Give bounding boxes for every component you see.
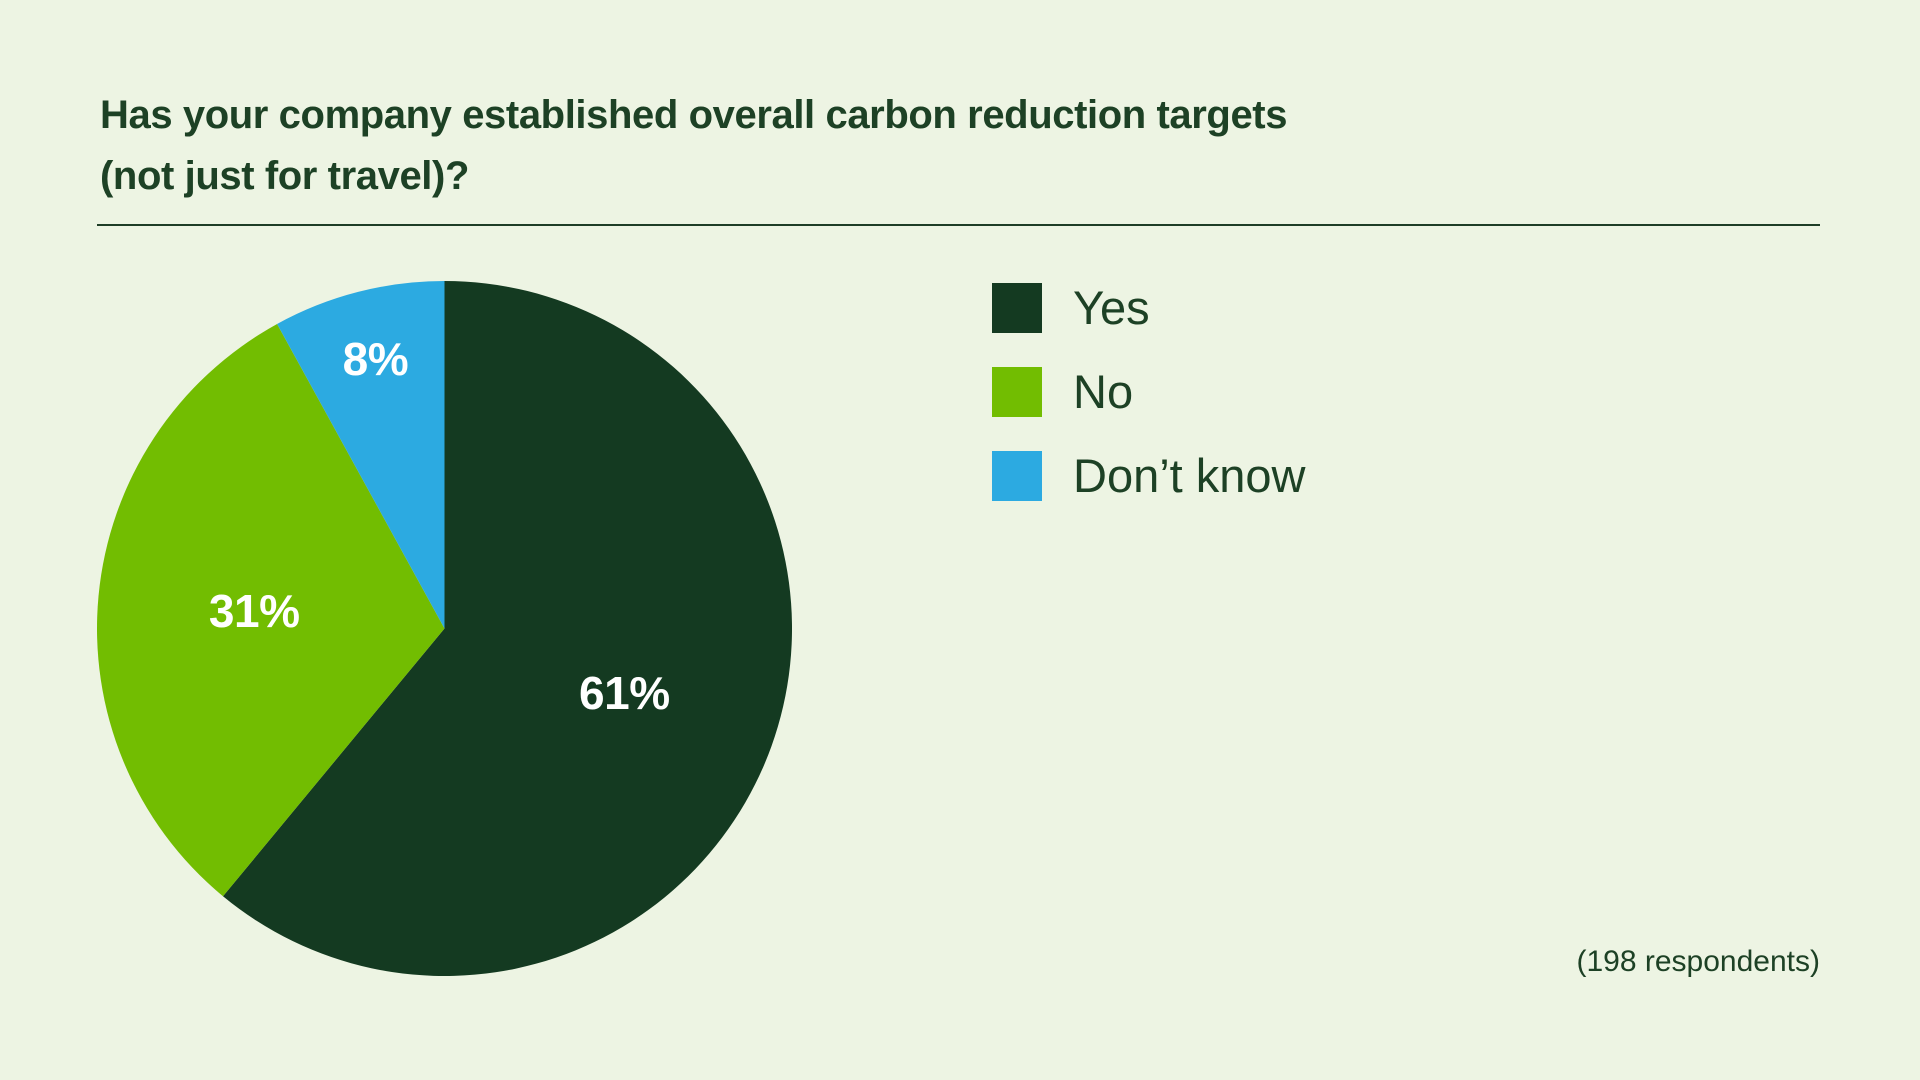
legend-item-yes: Yes: [992, 283, 1306, 333]
pie-chart: 61% 31% 8%: [97, 281, 792, 976]
chart-legend: Yes No Don’t know: [992, 283, 1306, 535]
legend-label-yes: Yes: [1073, 281, 1150, 334]
pie-slice-don-t-know: [277, 281, 445, 629]
legend-swatch-don-t-know: [992, 451, 1042, 501]
chart-title: Has your company established overall car…: [100, 85, 1287, 207]
chart-title-line2: (not just for travel)?: [100, 154, 469, 198]
pie-slice-yes: [223, 281, 792, 976]
legend-item-no: No: [992, 367, 1306, 417]
title-divider: [97, 224, 1820, 226]
pie-slice-label-yes: 61%: [579, 667, 670, 720]
respondents-note: (198 respondents): [1576, 945, 1821, 978]
pie-slice-no: [97, 323, 445, 897]
legend-label-no: No: [1073, 365, 1134, 418]
legend-swatch-no: [992, 367, 1042, 417]
pie-svg: [97, 281, 792, 976]
chart-title-line1: Has your company established overall car…: [100, 93, 1288, 137]
pie-slice-label-no: 31%: [208, 584, 300, 637]
legend-item-don-t-know: Don’t know: [992, 451, 1306, 501]
pie-slice-label-don-t-know: 8%: [342, 333, 409, 386]
legend-swatch-yes: [992, 283, 1042, 333]
legend-label-don-t-know: Don’t know: [1073, 449, 1306, 502]
